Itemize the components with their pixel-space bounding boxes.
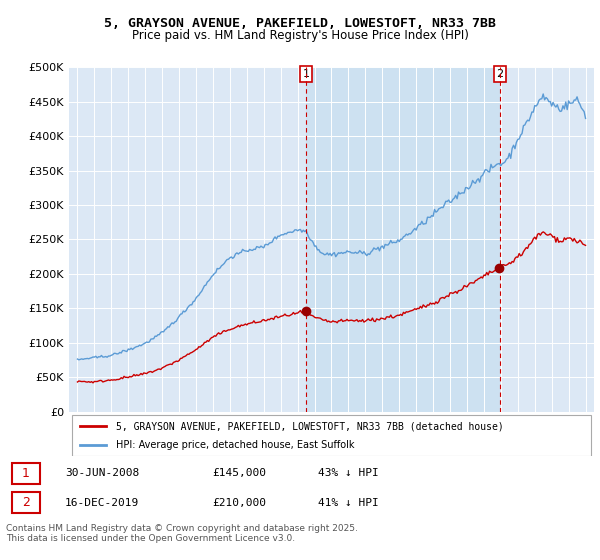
Text: 43% ↓ HPI: 43% ↓ HPI — [317, 468, 379, 478]
Text: 5, GRAYSON AVENUE, PAKEFIELD, LOWESTOFT, NR33 7BB (detached house): 5, GRAYSON AVENUE, PAKEFIELD, LOWESTOFT,… — [116, 421, 504, 431]
Text: 1: 1 — [302, 69, 310, 79]
Text: Price paid vs. HM Land Registry's House Price Index (HPI): Price paid vs. HM Land Registry's House … — [131, 29, 469, 42]
Text: 5, GRAYSON AVENUE, PAKEFIELD, LOWESTOFT, NR33 7BB: 5, GRAYSON AVENUE, PAKEFIELD, LOWESTOFT,… — [104, 17, 496, 30]
Bar — [306, 67, 500, 412]
Text: 30-JUN-2008: 30-JUN-2008 — [65, 468, 139, 478]
Text: £210,000: £210,000 — [212, 498, 266, 508]
Text: 2: 2 — [22, 496, 30, 509]
Text: 16-DEC-2019: 16-DEC-2019 — [65, 498, 139, 508]
FancyBboxPatch shape — [12, 463, 40, 484]
FancyBboxPatch shape — [71, 416, 592, 456]
Text: 41% ↓ HPI: 41% ↓ HPI — [317, 498, 379, 508]
Text: £145,000: £145,000 — [212, 468, 266, 478]
FancyBboxPatch shape — [12, 492, 40, 514]
Text: HPI: Average price, detached house, East Suffolk: HPI: Average price, detached house, East… — [116, 440, 355, 450]
Text: 1: 1 — [22, 467, 30, 480]
Text: 2: 2 — [497, 69, 504, 79]
Text: Contains HM Land Registry data © Crown copyright and database right 2025.
This d: Contains HM Land Registry data © Crown c… — [6, 524, 358, 543]
